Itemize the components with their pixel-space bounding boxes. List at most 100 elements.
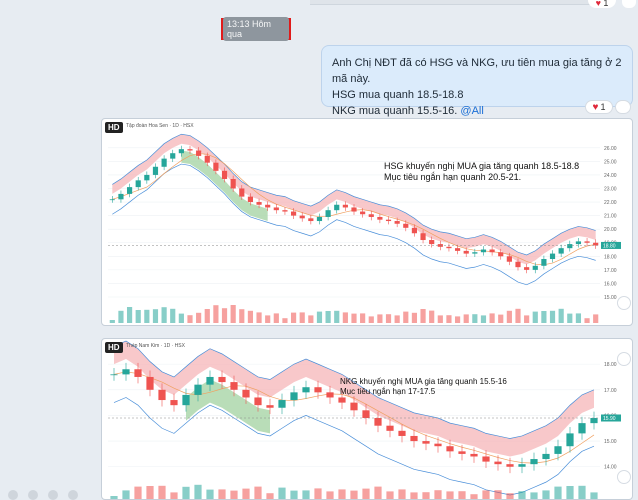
- mention-all[interactable]: @All: [460, 105, 484, 117]
- volume-bar: [242, 488, 250, 499]
- ichimoku-cloud: [112, 134, 596, 265]
- candle: [518, 464, 526, 467]
- candle: [213, 162, 219, 171]
- candle: [549, 253, 556, 260]
- volume-bar: [325, 311, 331, 323]
- dock-icon[interactable]: [28, 490, 38, 500]
- volume-bar: [290, 312, 297, 323]
- volume-bar: [368, 316, 374, 323]
- volume-bar: [351, 313, 357, 323]
- volume-bar: [410, 492, 418, 499]
- candle: [230, 382, 238, 390]
- volume-bar: [316, 311, 323, 323]
- volume-bar: [161, 307, 167, 323]
- dock-icon[interactable]: [48, 490, 58, 500]
- volume-bar: [144, 309, 150, 323]
- volume-bar: [578, 485, 586, 499]
- reaction-pill[interactable]: ♥ 1: [585, 100, 613, 114]
- candle: [472, 252, 478, 254]
- candle: [299, 215, 305, 219]
- like-icon[interactable]: [617, 470, 631, 484]
- annotation-line-1: NKG khuyến nghị MUA gia tăng quanh 15.5-…: [340, 377, 507, 386]
- volume-bar: [213, 305, 219, 323]
- volume-bar: [506, 493, 514, 499]
- price-tick-label: 15.00: [604, 439, 617, 445]
- chart-image-hsg[interactable]: 26.0025.0024.0023.0022.0021.0020.0019.00…: [101, 118, 633, 326]
- candle: [196, 150, 202, 156]
- volume-bar: [266, 493, 274, 499]
- bollinger-upper: [113, 340, 595, 439]
- candle: [325, 210, 331, 217]
- bollinger-lower: [113, 397, 595, 496]
- volume-bar: [434, 490, 442, 499]
- candle: [247, 196, 254, 203]
- candle: [575, 241, 582, 245]
- candle: [377, 216, 383, 220]
- volume-bar: [480, 315, 487, 323]
- heart-icon: ♥: [592, 101, 599, 113]
- reply-icon[interactable]: [617, 352, 631, 366]
- like-icon[interactable]: [615, 100, 631, 114]
- candle: [498, 252, 504, 257]
- volume-bar: [187, 315, 193, 323]
- last-price-label: 15.90: [603, 416, 616, 422]
- volume-bar: [446, 491, 454, 499]
- share-icon[interactable]: [617, 296, 631, 310]
- candle: [109, 199, 115, 201]
- volume-bar: [463, 314, 469, 323]
- candle: [542, 453, 550, 460]
- ichimoku-cloud-green: [181, 150, 268, 222]
- candle: [494, 461, 502, 465]
- candle: [118, 193, 124, 200]
- candle: [532, 265, 538, 270]
- candle: [194, 384, 202, 395]
- candle: [394, 221, 400, 224]
- candle: [567, 244, 573, 249]
- candle: [590, 418, 598, 424]
- price-tick-label: 17.00: [604, 388, 617, 394]
- last-price-tag: [601, 414, 621, 422]
- price-tick-label: 25.00: [604, 159, 617, 165]
- hd-badge: HD: [105, 342, 123, 353]
- candle: [206, 376, 214, 385]
- dock-icon[interactable]: [68, 490, 78, 500]
- volume-bar: [221, 308, 228, 323]
- volume-bar: [182, 486, 190, 499]
- like-icon[interactable]: [622, 0, 636, 8]
- candle: [134, 369, 142, 377]
- candle: [463, 250, 469, 254]
- volume-bar: [377, 314, 383, 323]
- volume-bar: [206, 489, 214, 499]
- candle: [230, 178, 236, 189]
- volume-bar: [524, 315, 530, 323]
- candle: [122, 369, 130, 375]
- volume-bar: [584, 318, 590, 323]
- candle: [278, 400, 286, 408]
- message-bubble[interactable]: Anh Chị NĐT đã có HSG và NKG, ưu tiên mu…: [321, 45, 633, 117]
- volume-bar: [230, 490, 238, 499]
- candle: [170, 153, 176, 159]
- message-line-2: HSG mua quanh 18.5-18.8: [332, 89, 464, 101]
- last-price-label: 18.80: [603, 243, 616, 249]
- volume-bar: [126, 307, 133, 323]
- annotation-line-2: Mục tiêu ngắn hạn 17-17.5: [340, 387, 436, 396]
- candle: [480, 249, 487, 253]
- candle: [566, 433, 574, 447]
- dock-icon[interactable]: [8, 490, 18, 500]
- bollinger-upper: [112, 133, 596, 256]
- candle: [302, 387, 310, 393]
- hd-badge: HD: [105, 122, 123, 133]
- volume-bar: [204, 309, 210, 323]
- candle: [446, 246, 452, 249]
- volume-bar: [446, 315, 452, 323]
- candle: [242, 389, 250, 398]
- reaction-pill-top[interactable]: ♥ 1: [588, 0, 616, 8]
- price-tick-label: 24.00: [604, 173, 617, 179]
- candle: [386, 425, 394, 431]
- volume-bar: [403, 311, 409, 323]
- volume-bar: [273, 313, 279, 323]
- price-tick-label: 26.00: [604, 146, 617, 152]
- price-tick-label: 18.00: [604, 254, 617, 260]
- volume-bar: [498, 314, 504, 323]
